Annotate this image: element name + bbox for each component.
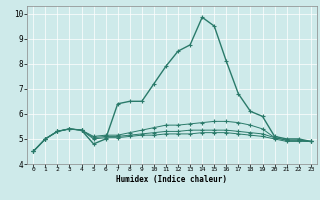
X-axis label: Humidex (Indice chaleur): Humidex (Indice chaleur): [116, 175, 228, 184]
